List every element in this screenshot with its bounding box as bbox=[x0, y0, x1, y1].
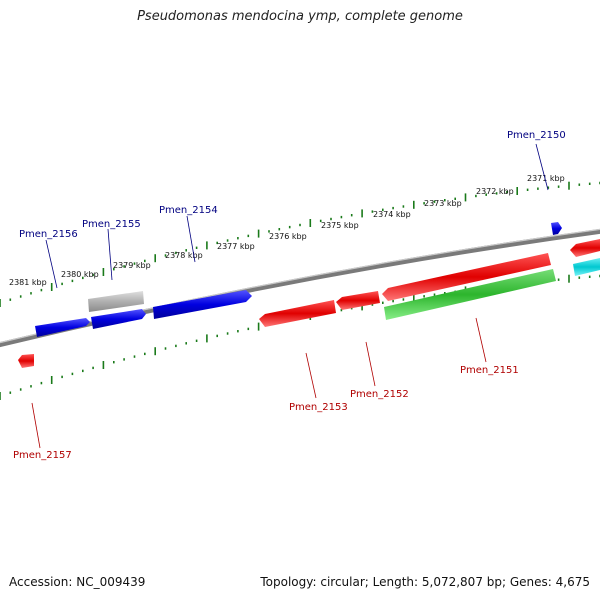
gene-arrow-forward[interactable] bbox=[153, 290, 252, 319]
kbp-label: 2376 kbp bbox=[269, 232, 307, 241]
gene-label-forward[interactable]: Pmen_2150 bbox=[507, 130, 566, 141]
kbp-label: 2380 kbp bbox=[61, 270, 99, 279]
gene-arrow-reverse[interactable] bbox=[259, 300, 336, 327]
kbp-label: 2381 kbp bbox=[9, 278, 47, 287]
gene-label-forward[interactable]: Pmen_2156 bbox=[19, 229, 78, 240]
gene-label-reverse[interactable]: Pmen_2152 bbox=[350, 389, 409, 400]
gene-label-forward[interactable]: Pmen_2155 bbox=[82, 219, 141, 230]
kbp-label: 2372 kbp bbox=[476, 187, 514, 196]
kbp-label: 2377 kbp bbox=[217, 242, 255, 251]
gene-arrow-forward[interactable] bbox=[91, 309, 146, 329]
gene-arrow-other[interactable] bbox=[573, 258, 600, 276]
gene-arrow-reverse[interactable] bbox=[382, 253, 551, 301]
gene-arrow-reverse[interactable] bbox=[18, 354, 34, 368]
gene-arrow-reverse[interactable] bbox=[570, 239, 600, 257]
accession-text: Accession: NC_009439 bbox=[9, 575, 146, 589]
gene-arrow-pseudo[interactable] bbox=[88, 291, 144, 312]
kbp-label: 2379 kbp bbox=[113, 261, 151, 270]
gene-label-forward[interactable]: Pmen_2154 bbox=[159, 205, 218, 216]
kbp-label: 2373 kbp bbox=[424, 199, 462, 208]
genome-summary-text: Topology: circular; Length: 5,072,807 bp… bbox=[260, 575, 590, 589]
gene-arrow-reverse[interactable] bbox=[336, 291, 380, 310]
inner-tick-track bbox=[0, 274, 600, 400]
gene-label-reverse[interactable]: Pmen_2153 bbox=[289, 402, 348, 413]
kbp-label: 2375 kbp bbox=[321, 221, 359, 230]
outer-tick-track bbox=[0, 181, 600, 307]
gene-arrow-forward[interactable] bbox=[35, 318, 90, 337]
kbp-label: 2378 kbp bbox=[165, 251, 203, 260]
gene-label-reverse[interactable]: Pmen_2157 bbox=[13, 450, 72, 461]
kbp-label: 2374 kbp bbox=[373, 210, 411, 219]
kbp-label: 2371 kbp bbox=[527, 174, 565, 183]
map-title: Pseudomonas mendocina ymp, complete geno… bbox=[137, 9, 463, 24]
gene-label-reverse[interactable]: Pmen_2151 bbox=[460, 365, 519, 376]
gene-arrow-forward[interactable] bbox=[551, 222, 562, 235]
gene-arrow-rna[interactable] bbox=[384, 269, 556, 320]
